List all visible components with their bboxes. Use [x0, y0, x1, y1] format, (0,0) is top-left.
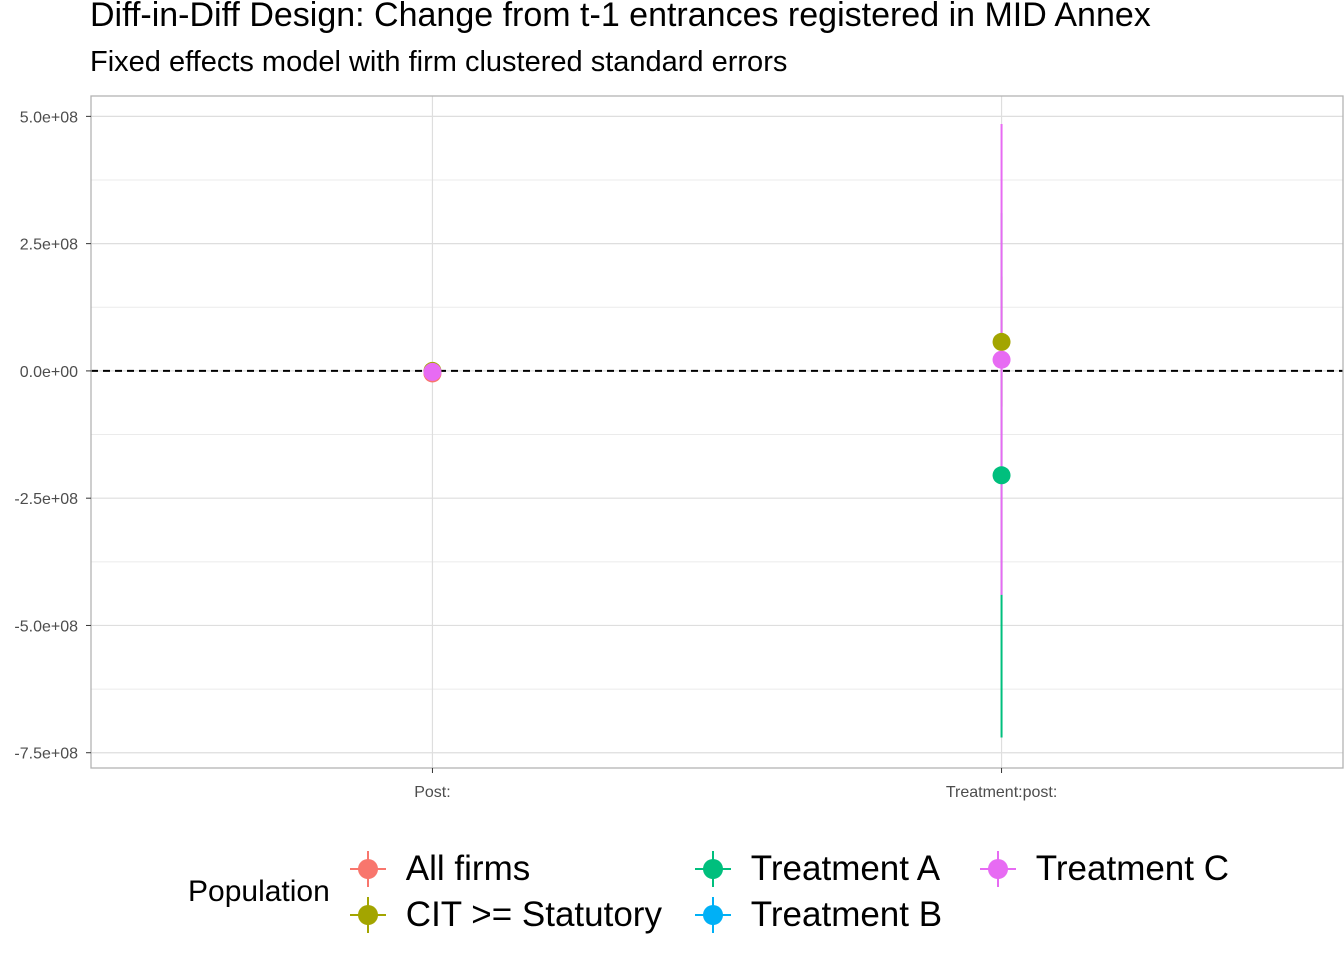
legend-item: Treatment B: [694, 892, 980, 938]
y-tick-label: -2.5e+08: [14, 491, 78, 508]
legend-key-icon: [979, 851, 1016, 887]
y-tick-label: 5.0e+08: [20, 109, 78, 126]
legend-key-point: [357, 859, 378, 879]
y-tick-label: 2.5e+08: [20, 237, 78, 254]
chart-title: Diff-in-Diff Design: Change from t-1 ent…: [90, 0, 1151, 34]
legend-key-point: [702, 905, 723, 925]
legend-label: Treatment C: [1035, 849, 1229, 888]
panel-border: [90, 95, 1344, 769]
legend-key-point: [987, 859, 1008, 879]
legend-items: All firms CIT >= Statutory Treatment A Trea…: [349, 846, 1230, 938]
legend-item: CIT >= Statutory: [349, 892, 695, 938]
legend-title: Population: [188, 875, 330, 908]
data-point: [992, 350, 1011, 369]
data-marks: [423, 124, 1011, 738]
legend-item: Treatment C: [979, 846, 1230, 892]
legend-key-icon: [694, 897, 731, 933]
x-tick-label: Treatment:post:: [946, 784, 1057, 801]
legend-key-point: [357, 905, 378, 925]
legend: Population All firms CIT >= Statutory Trea…: [188, 846, 1230, 938]
axes: 5.0e+08 2.5e+08 0.0e+00 -2.5e+08 -5.0e+08 -7.…: [14, 95, 1344, 801]
legend-key-icon: [694, 851, 731, 887]
y-tick-label: -5.0e+08: [14, 618, 78, 635]
legend-label: Treatment B: [750, 895, 943, 934]
legend-key-icon: [349, 897, 386, 933]
legend-item: Treatment A: [694, 846, 980, 892]
chart-subtitle: Fixed effects model with firm clustered …: [90, 46, 788, 78]
legend-key-point: [702, 859, 723, 879]
y-tick-label: -7.5e+08: [14, 746, 78, 763]
legend-label: All firms: [405, 849, 531, 888]
x-tick-label: Post:: [414, 784, 450, 801]
legend-item: All firms: [349, 846, 695, 892]
data-point: [992, 332, 1011, 351]
legend-label: CIT >= Statutory: [405, 895, 662, 934]
legend-key-icon: [349, 851, 386, 887]
data-point: [423, 362, 442, 381]
gridlines: [91, 96, 1343, 768]
legend-label: Treatment A: [750, 849, 941, 888]
data-point: [992, 466, 1011, 485]
y-tick-label: 0.0e+00: [20, 364, 78, 381]
